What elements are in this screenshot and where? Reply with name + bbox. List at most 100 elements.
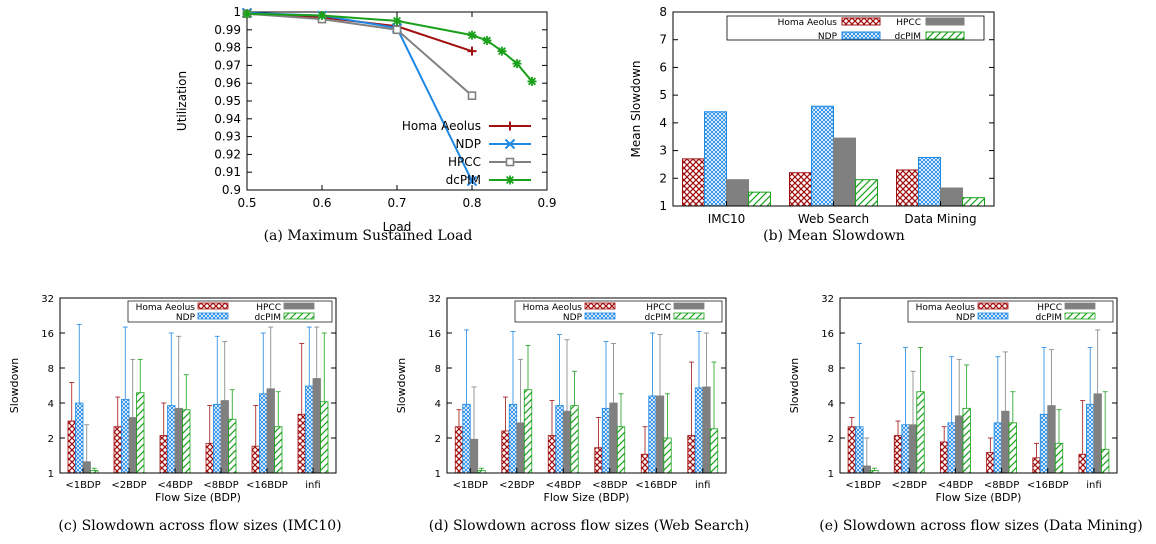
bar-ndp [648,395,657,474]
series-line-homa [246,12,473,53]
y-tick-label: 0.93 [214,130,241,144]
data-point-dcpim [392,16,402,26]
bar-homa [251,445,260,474]
bar-ndp [213,403,222,474]
x-tick-label: infi [1086,480,1101,491]
legend-label: HPCC [448,155,481,169]
y-tick-label: 0.91 [214,165,241,179]
x-tick-label: 0.5 [237,196,256,210]
bar-ndp [901,424,910,474]
bar-hpcc [562,410,572,474]
legend-label: dcPIM [446,173,481,187]
bar-hpcc [702,386,711,474]
x-tick-label: 0.6 [312,196,331,210]
y-tick-label: 32 [821,294,834,305]
legend-label: NDP [456,137,481,151]
legend-marker-dcpim [505,175,515,185]
caption-a: (a) Maximum Sustained Load [264,228,473,244]
y-tick-label: 8 [48,364,54,375]
bar-homa [67,420,76,474]
series-line-dcpim [246,12,533,83]
legend-label: dcPIM [894,32,921,42]
bar-dcpim [136,392,145,474]
legend-label: NDP [818,32,838,42]
bar-hpcc [609,402,618,474]
caption-e: (e) Slowdown across flow sizes (Data Min… [819,518,1142,534]
bar-ndp [305,385,314,474]
bar-ndp [1039,413,1049,474]
y-tick-label: 8 [435,364,441,375]
legend-marker-ndp [504,138,516,150]
legend-label: NDP [176,313,196,323]
y-tick-label: 6 [659,60,667,74]
legend-swatch-ndp [197,312,229,320]
y-tick-label: 4 [659,116,667,130]
legend-label: Homa Aeolus [523,303,583,313]
y-tick-label: 7 [659,33,667,47]
legend-box [514,300,723,323]
legend-label: Homa Aeolus [778,18,838,28]
series-line-ndp [246,11,473,182]
bar-dcpim [1008,422,1017,474]
data-point-dcpim [482,35,492,45]
legend-swatch-hpcc [925,17,965,26]
x-axis-label: Flow Size (BDP) [155,491,241,504]
y-tick-label: 1 [435,469,441,480]
y-tick-label: 0.98 [214,41,241,55]
chart-d: 1 2 4 8 16 32 <1BDP <2BDP <4BDP <8BDP <16BDP infi Fl… [395,294,749,534]
bar-dcpim [916,391,925,474]
y-axis-label: Utilization [175,71,189,131]
x-tick-label: <2BDP [892,480,927,491]
bar-ndp [918,157,941,207]
bar-homa [640,453,650,474]
bar-dcpim [855,179,878,207]
bar-hpcc [655,395,665,474]
caption-b: (b) Mean Slowdown [763,228,905,244]
bar-ndp [462,403,471,474]
x-tick-label: <4BDP [938,480,973,491]
bar-homa [1032,457,1041,474]
y-axis-label: Mean Slowdown [629,61,643,158]
bar-hpcc [833,137,856,207]
data-point-dcpim [497,46,507,56]
x-tick-label: <1BDP [453,480,488,491]
y-tick-label: 0.95 [214,94,241,108]
data-point-dcpim [467,30,477,40]
bar-homa [594,447,603,474]
bar-ndp [601,407,611,474]
caption-d: (d) Slowdown across flow sizes (Web Sear… [429,518,750,534]
bar-ndp [704,111,727,207]
x-tick-label: <4BDP [546,480,581,491]
legend-label: NDP [956,313,976,323]
plot-frame [446,297,727,474]
bar-hpcc [220,400,229,474]
chart-a: 0.9 0.91 0.92 0.93 0.94 0.95 0.96 0.97 0.98 0.99 1… [175,5,557,244]
x-tick-label: 0.8 [462,196,481,210]
data-point-dcpim [527,76,537,86]
x-tick-label: 0.7 [387,196,406,210]
bar-homa [297,413,306,474]
y-tick-label: 1 [233,5,241,19]
bar-dcpim [962,407,971,474]
bar-dcpim [570,405,579,474]
chart-b: 1 2 3 4 5 6 7 8 IMC10 Web Search Data Mining Mean S… [629,5,995,244]
legend-label: HPCC [256,303,281,313]
bar-homa [454,426,464,474]
plot-frame [59,297,337,474]
x-tick-label: infi [695,480,710,491]
legend-swatch-ndp [584,312,616,320]
legend-swatch-hpcc [673,302,705,310]
x-tick-label: <16BDP [635,480,677,491]
bar-ndp [167,405,176,474]
bar-homa [940,441,949,474]
legend-marker-homa [505,121,515,131]
bar-hpcc [1047,405,1056,474]
legend-swatch-dcpim [1064,312,1096,320]
bar-ndp [121,398,130,474]
x-tick-label: <16BDP [246,480,288,491]
plot-frame [839,297,1118,474]
bar-homa [893,435,903,474]
y-tick-label: 0.92 [214,147,241,161]
bar-homa [986,452,995,474]
bar-hpcc [1093,393,1102,474]
